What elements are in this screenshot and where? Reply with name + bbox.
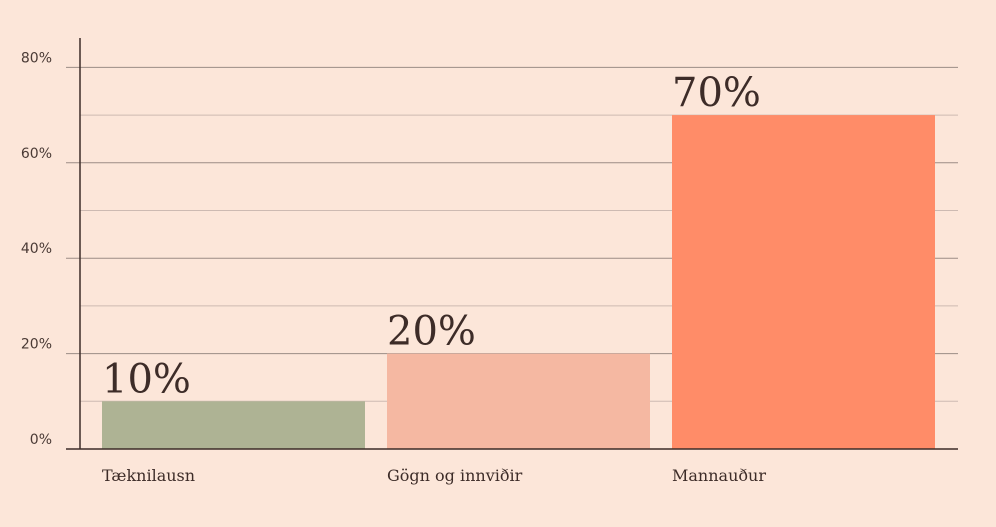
bar	[102, 401, 365, 449]
labels: 0% 20% 40% 60% 80% 10% Tæknilausn 20% Gögn og in…	[21, 50, 766, 485]
axes	[66, 38, 958, 450]
category-label: Tæknilausn	[102, 466, 195, 485]
category-label: Gögn og innviðir	[387, 466, 523, 485]
y-tick-label: 80%	[21, 50, 52, 66]
bar	[672, 115, 935, 449]
y-tick-label: 40%	[21, 241, 52, 257]
category-label: Mannauður	[672, 466, 766, 485]
y-tick-label: 0%	[30, 432, 52, 448]
data-label: 70%	[672, 70, 761, 116]
bar	[387, 353, 650, 449]
bars	[102, 115, 935, 449]
y-tick-label: 20%	[21, 337, 52, 353]
data-label: 10%	[102, 356, 191, 402]
y-tick-label: 60%	[21, 146, 52, 162]
data-label: 20%	[387, 309, 476, 355]
